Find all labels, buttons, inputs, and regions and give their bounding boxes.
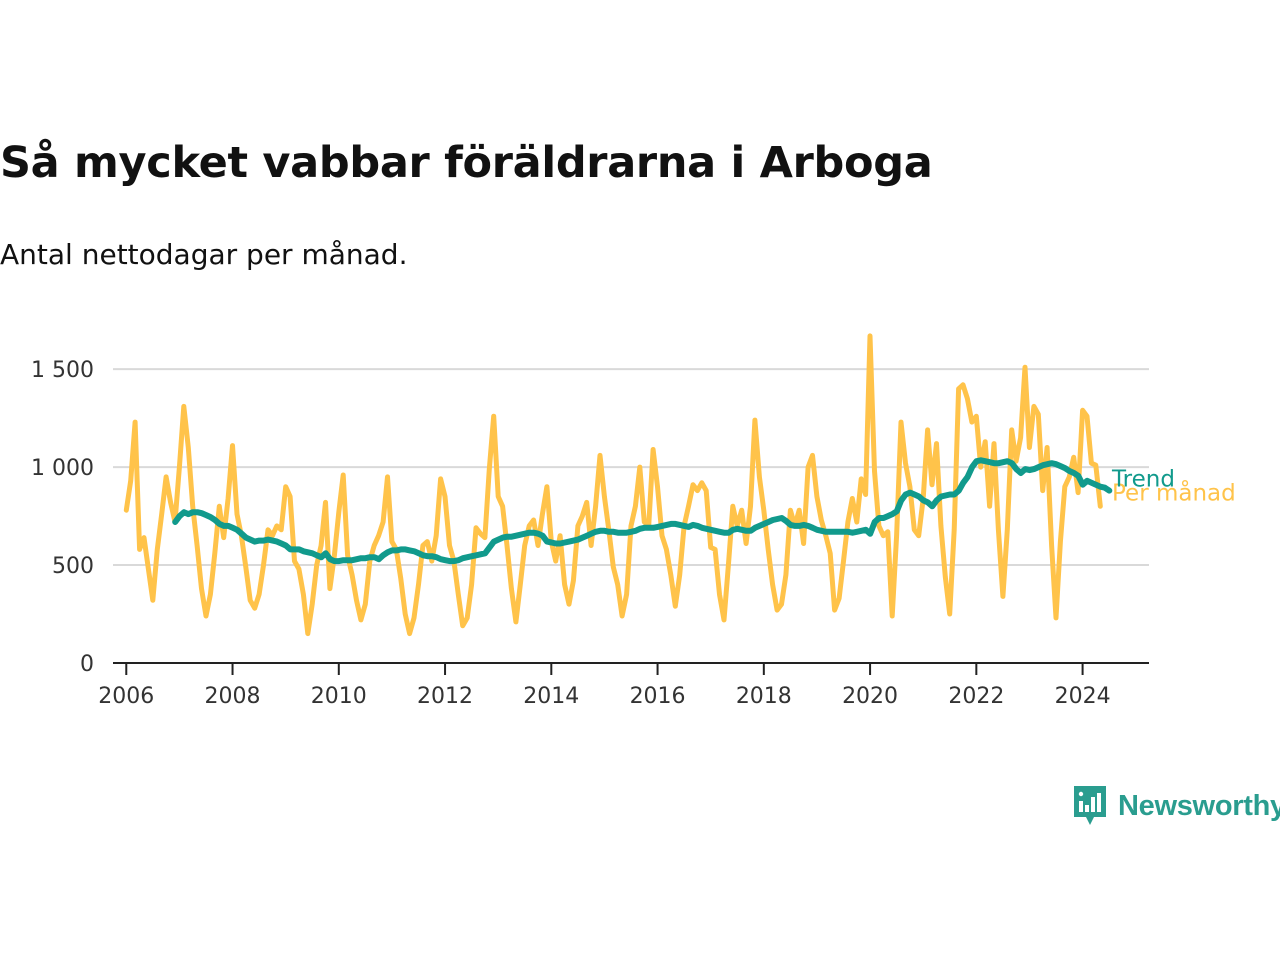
series-label-trend: Trend [1111, 467, 1175, 493]
chart-subtitle: Antal nettodagar per månad. [0, 238, 408, 271]
brand-name: Newsworthy [1118, 789, 1280, 822]
newsworthy-brand: Newsworthy [1072, 784, 1280, 828]
x-tick-label-2024: 2024 [1055, 684, 1111, 709]
x-tick-label-2010: 2010 [311, 684, 367, 709]
x-tick-label-2008: 2008 [205, 684, 261, 709]
x-tick-label-2014: 2014 [523, 684, 579, 709]
x-tick-label-2018: 2018 [736, 684, 792, 709]
y-tick-label-0: 0 [80, 652, 94, 677]
chart-title: Så mycket vabbar föräldrarna i Arboga [0, 138, 933, 188]
y-tick-label-500: 500 [52, 554, 94, 579]
x-tick-label-2012: 2012 [417, 684, 473, 709]
x-axis-ticks: 2006 2008 2010 2012 2014 2016 2018 2020 2022 2024 [98, 663, 1111, 709]
y-tick-label-1000: 1 000 [31, 456, 94, 481]
x-tick-label-2022: 2022 [948, 684, 1004, 709]
x-tick-label-2006: 2006 [98, 684, 154, 709]
series-line-per-manad [123, 333, 1103, 637]
x-tick-label-2016: 2016 [630, 684, 686, 709]
x-tick-label-2020: 2020 [842, 684, 898, 709]
series-lines [123, 333, 1113, 637]
y-axis-ticks: 0 500 1 000 1 500 [31, 358, 94, 677]
gridlines [113, 368, 1149, 567]
y-tick-label-1500: 1 500 [31, 358, 94, 383]
newsworthy-logo-icon [1074, 786, 1106, 825]
series-label-per-manad: Per månad [1112, 478, 1236, 506]
series-line-trend [172, 457, 1113, 565]
